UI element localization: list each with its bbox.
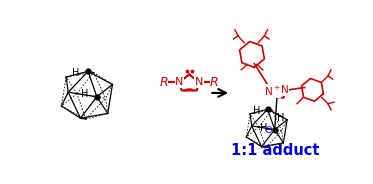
Text: 1:1 adduct: 1:1 adduct: [231, 143, 320, 158]
Text: N: N: [281, 85, 289, 95]
Text: R: R: [160, 76, 168, 89]
Text: H: H: [72, 68, 79, 78]
Text: N: N: [175, 77, 184, 87]
Text: R: R: [210, 76, 219, 89]
Text: H: H: [81, 89, 88, 99]
Text: H: H: [253, 106, 261, 116]
Text: N$^+$: N$^+$: [264, 85, 280, 98]
Text: N: N: [195, 77, 203, 87]
Text: H: H: [277, 113, 284, 123]
Text: $\ominus$: $\ominus$: [264, 124, 273, 135]
Text: H: H: [260, 123, 268, 132]
